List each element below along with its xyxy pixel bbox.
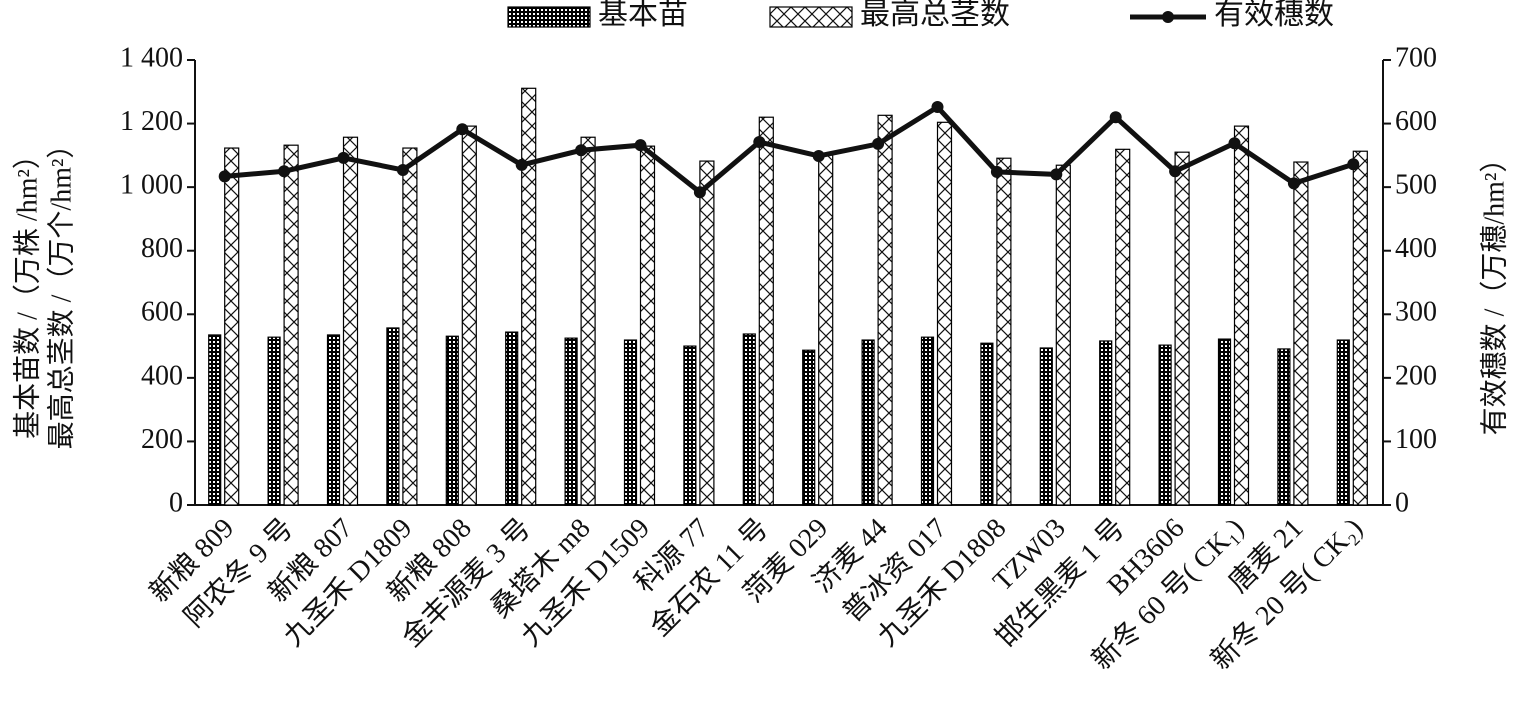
y2-tick-label: 400 <box>1395 233 1437 264</box>
bar <box>996 157 1012 506</box>
bar <box>283 144 299 506</box>
legend-label: 基本苗 <box>598 0 688 31</box>
y2-tick-label: 600 <box>1395 106 1437 137</box>
bar <box>742 333 756 506</box>
line <box>224 103 1355 196</box>
bar <box>208 334 222 506</box>
y-tick-label: 800 <box>141 233 183 264</box>
y2-axis-title: 有效穗数 /（万穗/hm²） <box>1478 145 1510 436</box>
bar <box>342 136 359 506</box>
bar <box>564 337 578 506</box>
bar <box>920 336 935 506</box>
point <box>693 186 706 199</box>
bar <box>1233 125 1250 506</box>
bar <box>1293 161 1309 506</box>
bar <box>936 121 953 506</box>
point <box>396 163 409 176</box>
bar <box>1174 151 1190 506</box>
point <box>812 149 825 162</box>
bar <box>1352 150 1368 506</box>
point <box>634 139 647 152</box>
bar <box>980 342 994 506</box>
bar <box>267 336 281 506</box>
point <box>1347 158 1360 171</box>
point <box>456 123 469 136</box>
y-tick-label: 1 200 <box>120 106 183 137</box>
point <box>1228 137 1241 150</box>
point <box>1287 177 1300 190</box>
bar <box>386 327 400 506</box>
bar <box>326 334 341 506</box>
point <box>1169 165 1182 178</box>
y-tick-label: 1 400 <box>120 42 183 73</box>
bar <box>1277 348 1291 506</box>
y-tick-label: 0 <box>169 487 183 518</box>
legend-label: 有效穗数 <box>1214 0 1334 31</box>
bar <box>758 116 774 506</box>
y-tick-label: 600 <box>141 297 183 328</box>
bar <box>861 339 875 506</box>
legend-swatch <box>769 6 853 28</box>
bar <box>505 331 519 506</box>
point <box>753 136 766 149</box>
bar <box>1039 347 1053 506</box>
y2-tick-label: 700 <box>1395 42 1437 73</box>
point <box>990 165 1003 178</box>
y-tick-label: 400 <box>141 360 183 391</box>
legend-marker <box>1162 11 1174 23</box>
bar <box>1158 344 1172 506</box>
point <box>872 137 885 150</box>
point <box>1050 168 1063 181</box>
bar <box>818 154 834 506</box>
bar <box>580 136 596 506</box>
point <box>1109 111 1122 124</box>
point <box>931 101 944 114</box>
y-axis-title: 最高总茎数 /（万个/hm²） <box>45 131 77 450</box>
y-tick-label: 200 <box>141 424 183 455</box>
bar <box>1099 340 1113 506</box>
point <box>337 151 350 164</box>
legend-swatch <box>507 6 591 28</box>
bar <box>1336 339 1350 506</box>
bar <box>402 147 418 506</box>
point <box>218 170 231 183</box>
bar <box>1055 164 1071 506</box>
y2-tick-label: 100 <box>1395 424 1437 455</box>
bar <box>699 160 715 506</box>
bar <box>1115 148 1131 506</box>
bar <box>623 339 638 506</box>
point <box>575 144 588 157</box>
bar <box>639 145 656 506</box>
bar <box>445 335 459 506</box>
bar <box>224 147 240 506</box>
y2-tick-label: 0 <box>1395 487 1409 518</box>
bar <box>683 345 697 506</box>
legend-label: 最高总茎数 <box>860 0 1010 31</box>
bar <box>802 349 816 506</box>
bar <box>1217 338 1232 506</box>
y2-tick-label: 300 <box>1395 297 1437 328</box>
bar <box>461 125 477 506</box>
bar <box>877 114 893 506</box>
y-tick-label: 1 000 <box>120 170 183 201</box>
point <box>278 165 291 178</box>
y-axis-title: 基本苗数 /（万株 /hm²） <box>11 141 43 439</box>
y2-tick-label: 500 <box>1395 170 1437 201</box>
bar <box>521 87 537 506</box>
y2-tick-label: 200 <box>1395 360 1437 391</box>
point <box>515 158 528 171</box>
